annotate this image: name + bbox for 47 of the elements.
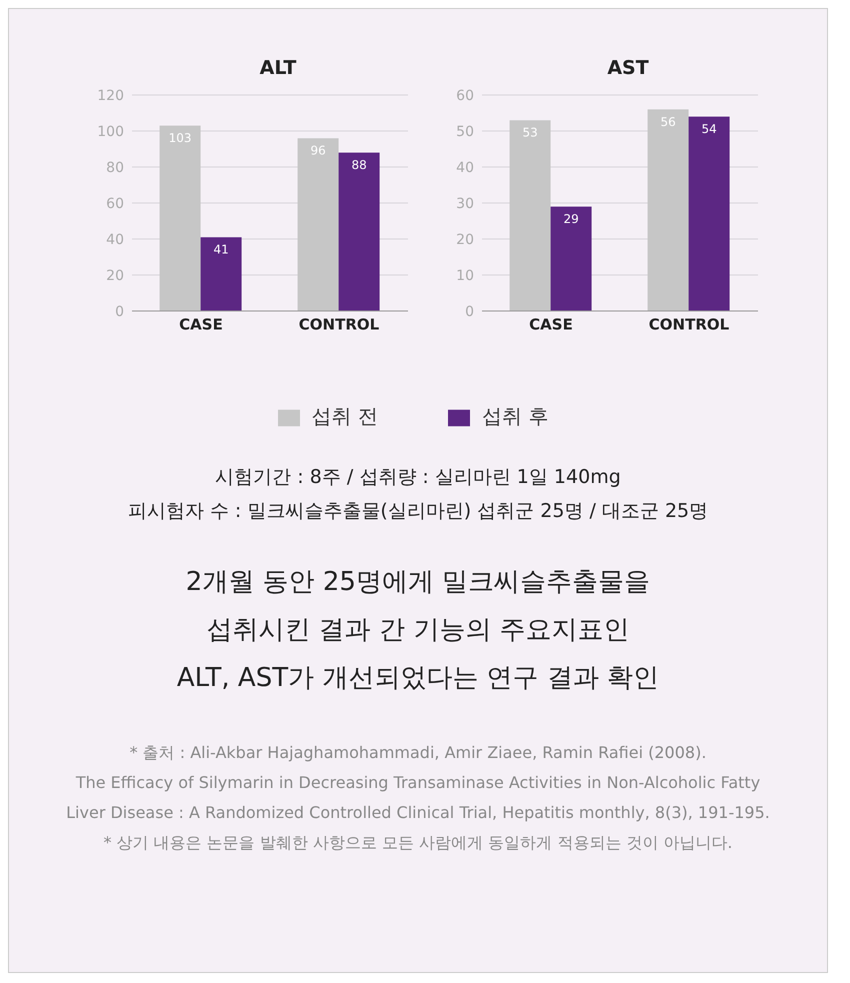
y-tick-label: 40 xyxy=(456,160,474,176)
x-tick-label: CONTROL xyxy=(648,316,730,334)
bar xyxy=(648,109,689,311)
bar xyxy=(550,206,592,311)
data-label: 56 xyxy=(660,114,676,129)
text: 섭취시킨 결과 간 기능의 주요지표인 xyxy=(205,614,631,647)
bar xyxy=(688,116,730,311)
data-label: 54 xyxy=(701,122,717,136)
y-tick-label: 0 xyxy=(115,304,124,320)
text: Liver Disease : A Randomized Controlled Clinical Trial, Hepatitis monthly, 8(3), 191-195. xyxy=(65,802,771,824)
y-tick-label: 10 xyxy=(456,268,474,284)
y-tick-label: 40 xyxy=(106,232,124,248)
text: * 출처 : Ali-Akbar Hajaghamohammadi, Amir Ziaee, Ramin Rafiei (2008). xyxy=(128,742,708,764)
y-tick-label: 60 xyxy=(456,88,474,104)
data-label: 88 xyxy=(351,158,367,172)
bar xyxy=(160,126,201,311)
chart-title: ALT xyxy=(258,57,298,81)
y-tick-label: 30 xyxy=(456,196,474,212)
y-tick-label: 80 xyxy=(106,160,124,176)
y-tick-label: 100 xyxy=(97,124,124,140)
y-tick-label: 20 xyxy=(456,232,474,248)
bar xyxy=(200,237,242,311)
text: 시험기간 : 8주 / 섭취량 : 실리마린 1일 140mg xyxy=(214,465,622,490)
chart-title: AST xyxy=(606,57,650,81)
bar xyxy=(510,120,551,311)
x-tick-label: CONTROL xyxy=(298,316,380,334)
data-label: 103 xyxy=(168,131,192,146)
bar xyxy=(338,152,380,311)
y-tick-label: 20 xyxy=(106,268,124,284)
data-label: 96 xyxy=(310,144,326,158)
text: ALT, AST가 개선되었다는 연구 결과 확인 xyxy=(176,662,660,695)
text: The Efficacy of Silymarin in Decreasing Transaminase Activities in Non-Alcoholic Fatty xyxy=(74,772,762,794)
y-tick-label: 60 xyxy=(106,196,124,212)
y-tick-label: 120 xyxy=(97,88,124,104)
x-tick-label: CASE xyxy=(179,316,223,334)
data-label: 53 xyxy=(522,126,538,140)
legend-label: 섭취 후 xyxy=(482,404,548,428)
y-tick-label: 0 xyxy=(465,304,474,320)
legend-label: 섭취 전 xyxy=(312,404,378,428)
data-label: 41 xyxy=(213,242,229,257)
text: 피시험자 수 : 밀크씨슬추출물(실리마린) 섭취군 25명 / 대조군 25명 xyxy=(126,499,710,524)
data-label: 29 xyxy=(563,212,579,226)
bar xyxy=(298,138,339,311)
text: * 상기 내용은 논문을 발췌한 사항으로 모든 사람에게 동일하게 적용되는 것이 아닙니다. xyxy=(102,832,734,854)
y-tick-label: 50 xyxy=(456,124,474,140)
text: 2개월 동안 25명에게 밀크씨슬추출물을 xyxy=(184,566,652,599)
x-tick-label: CASE xyxy=(529,316,573,334)
